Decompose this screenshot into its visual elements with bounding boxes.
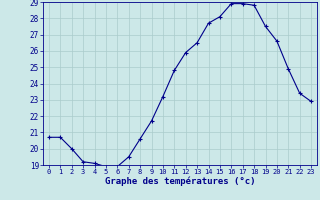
X-axis label: Graphe des températures (°c): Graphe des températures (°c) — [105, 177, 255, 186]
